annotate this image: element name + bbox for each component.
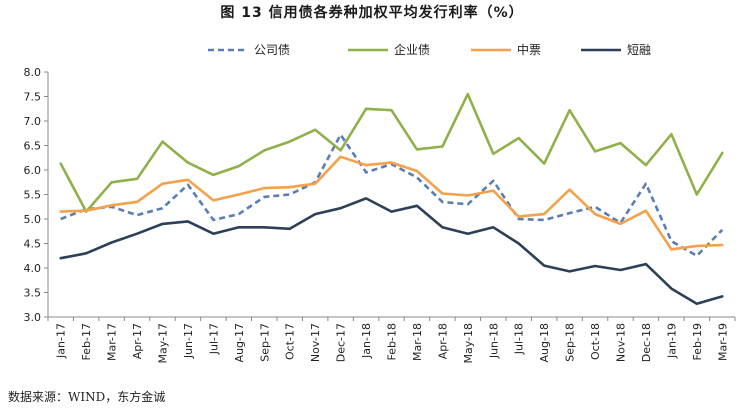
axes: 3.0 3.5 4.0 4.5 5.0 5.5 6.0 6.5 7.0 7.5 8.0 Jan-17 F… <box>24 66 736 364</box>
x-tick-label: Feb-19 <box>691 323 704 360</box>
x-tick-label: Dec-17 <box>335 323 348 362</box>
x-tick-label: Feb-18 <box>386 323 399 360</box>
x-tick-label: May-18 <box>462 323 475 364</box>
x-tick-label: Oct-18 <box>589 323 602 360</box>
x-tick-label: Nov-17 <box>309 323 322 362</box>
x-tick-label: Feb-17 <box>80 323 93 360</box>
series-line-0 <box>60 133 724 258</box>
x-tick-label: Jun-17 <box>182 323 195 359</box>
chart-title: 图 13 信用债各券种加权平均发行利率（%） <box>220 5 524 21</box>
legend-label-0: 公司债 <box>254 43 290 57</box>
x-tick-label: Apr-17 <box>131 323 144 359</box>
series-line-3 <box>59 197 724 306</box>
series-line-2 <box>59 155 724 251</box>
x-tick-label: Aug-18 <box>538 323 551 362</box>
series-layer <box>59 92 724 306</box>
x-tick-label: Jan-19 <box>665 323 678 359</box>
y-tick-label: 6.0 <box>24 164 42 177</box>
series-line-1 <box>59 92 724 213</box>
y-tick-label: 5.5 <box>24 189 42 202</box>
x-tick-label: Dec-18 <box>640 323 653 362</box>
y-tick-label: 7.0 <box>24 115 42 128</box>
x-tick-label: Sep-18 <box>564 323 577 362</box>
x-tick-label: Jan-18 <box>360 323 373 359</box>
legend: 公司债 企业债 中票 短融 <box>208 42 651 57</box>
y-tick-label: 5.0 <box>24 213 42 226</box>
y-tick-label: 7.5 <box>24 91 42 104</box>
x-tick-label: Jul-18 <box>513 323 526 355</box>
legend-label-2: 中票 <box>517 42 541 57</box>
x-tick-label: Aug-17 <box>233 323 246 362</box>
x-tick-label: Jan-17 <box>55 323 68 359</box>
source-note: 数据来源：WIND，东方金诚 <box>8 390 166 404</box>
y-tick-label: 4.0 <box>24 262 42 275</box>
y-tick-label: 3.0 <box>24 311 42 324</box>
x-tick-label: Mar-19 <box>716 323 729 361</box>
y-tick-label: 4.5 <box>24 238 42 251</box>
x-tick-label: Nov-18 <box>615 323 628 362</box>
x-tick-label: Oct-17 <box>284 323 297 360</box>
x-tick-label: Jul-17 <box>207 323 220 355</box>
x-tick-label: Sep-17 <box>258 323 271 362</box>
legend-label-1: 企业债 <box>394 42 430 57</box>
x-tick-label: Mar-18 <box>411 323 424 361</box>
y-tick-label: 6.5 <box>24 140 42 153</box>
y-tick-label: 3.5 <box>24 287 42 300</box>
legend-label-3: 短融 <box>627 43 651 57</box>
x-tick-label: Apr-18 <box>436 323 449 359</box>
x-tick-label: Mar-17 <box>106 323 119 361</box>
x-tick-label: May-17 <box>157 323 170 364</box>
y-tick-label: 8.0 <box>24 66 42 79</box>
x-tick-label: Jun-18 <box>487 323 500 359</box>
